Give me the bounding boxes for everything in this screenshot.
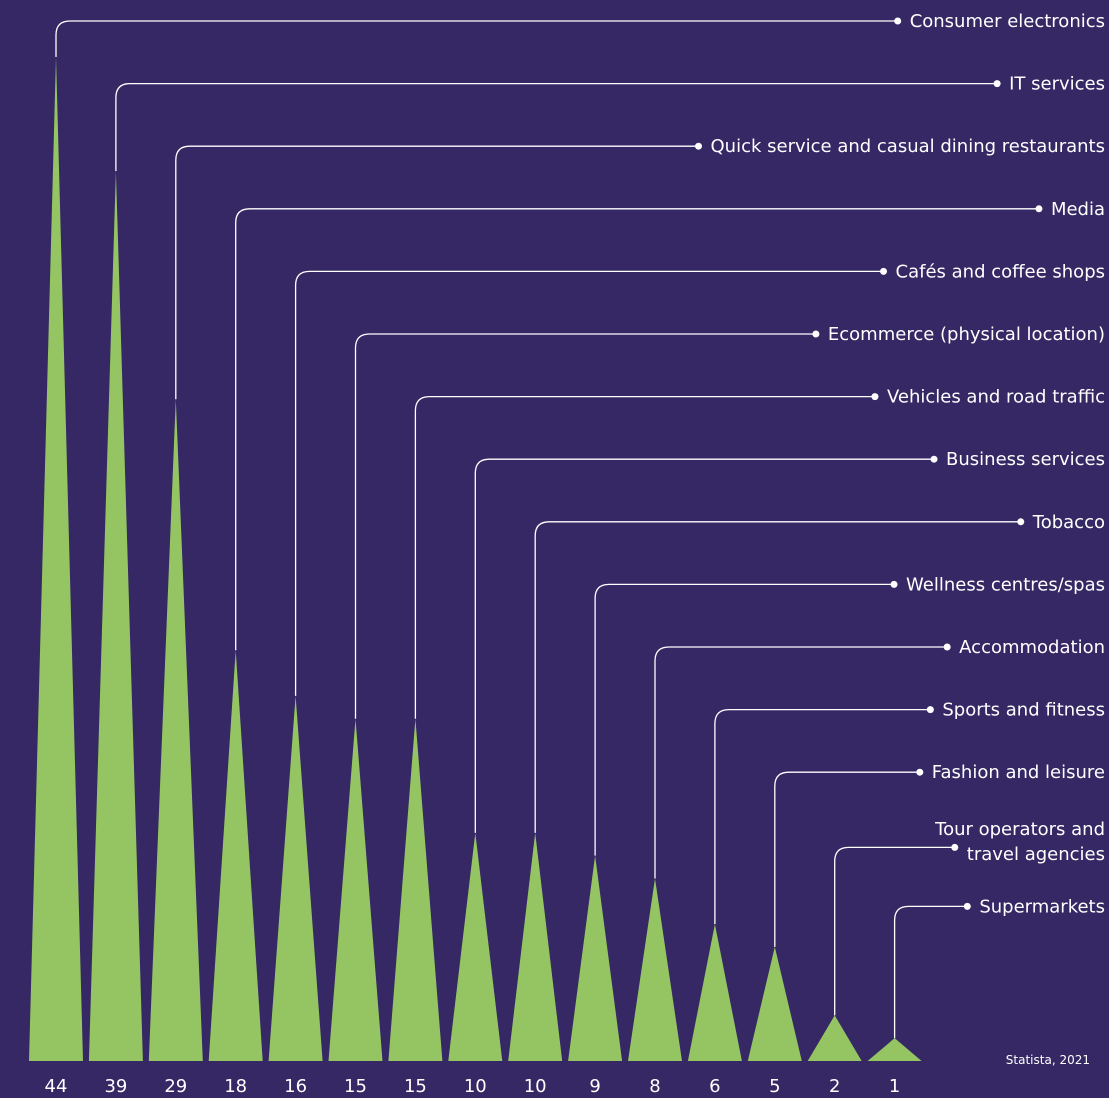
connector-dot-6 [812, 330, 820, 338]
connector-line-9 [534, 521, 1021, 833]
bar-14 [807, 1015, 862, 1061]
bar-11 [628, 878, 682, 1061]
category-label-6: Ecommerce (physical location) [828, 324, 1105, 345]
connector-line-15 [893, 905, 968, 1039]
category-label-13: Fashion and leisure [932, 762, 1105, 783]
labels-layer: Consumer electronics IT services Quick ser… [711, 11, 1106, 917]
connector-dot-12 [926, 706, 934, 714]
value-label-6: 15 [344, 1076, 367, 1097]
category-label-1: Consumer electronics [910, 11, 1105, 32]
value-label-2: 39 [104, 1076, 127, 1097]
connector-line-3 [175, 145, 699, 400]
connector-line-4 [235, 208, 1039, 651]
value-label-11: 8 [649, 1076, 660, 1097]
category-label-14: Tour operators and travel agencies [934, 819, 1105, 865]
category-label-9: Tobacco [1032, 512, 1105, 533]
connector-dot-7 [871, 393, 879, 401]
category-label-12: Sports and fitness [942, 700, 1105, 721]
category-label-10: Wellness centres/spas [906, 574, 1105, 595]
bar-9 [508, 832, 563, 1061]
value-label-9: 10 [524, 1076, 547, 1097]
connector-dot-9 [1017, 518, 1025, 526]
value-label-10: 9 [589, 1076, 600, 1097]
bar-10 [568, 855, 623, 1061]
bar-2 [88, 171, 143, 1061]
category-label-5: Cafés and coffee shops [896, 261, 1105, 282]
bar-6 [328, 718, 383, 1061]
connector-line-11 [654, 646, 948, 879]
connector-line-1 [55, 20, 898, 57]
category-label-2: IT services [1009, 74, 1105, 95]
connectors-layer [55, 17, 1043, 1039]
connector-line-14 [834, 846, 955, 1016]
connector-dot-10 [890, 580, 898, 588]
connector-line-6 [354, 333, 816, 719]
value-label-1: 44 [45, 1076, 68, 1097]
bars-layer [29, 57, 922, 1062]
bar-3 [148, 399, 203, 1062]
connector-line-2 [115, 82, 998, 172]
connector-dot-11 [943, 643, 951, 651]
category-label-3: Quick service and casual dining restaura… [711, 136, 1106, 157]
bar-7 [388, 718, 443, 1061]
value-label-15: 1 [889, 1076, 900, 1097]
value-label-5: 16 [284, 1076, 307, 1097]
bar-12 [687, 924, 742, 1061]
connector-dot-15 [963, 902, 971, 910]
value-label-14: 2 [829, 1076, 840, 1097]
connector-line-7 [414, 395, 875, 719]
bar-15 [867, 1038, 922, 1061]
category-label-7: Vehicles and road traffic [887, 387, 1105, 408]
connector-dot-14 [951, 843, 959, 851]
connector-dot-5 [880, 267, 888, 275]
connector-dot-2 [993, 80, 1001, 88]
source-label: Statista, 2021 [1006, 1053, 1090, 1067]
bar-1 [29, 57, 83, 1061]
category-label-4: Media [1051, 199, 1105, 220]
bar-8 [448, 832, 503, 1061]
values-layer: 44 39 29 18 16 15 15 10 10 9 8 6 5 2 1 [45, 1076, 901, 1097]
connector-dot-1 [894, 17, 902, 25]
value-label-13: 5 [769, 1076, 780, 1097]
connector-dot-8 [930, 455, 938, 463]
category-label-15: Supermarkets [979, 896, 1105, 917]
connector-line-13 [774, 771, 920, 947]
connector-line-5 [294, 270, 884, 696]
bar-13 [747, 946, 802, 1061]
connector-line-12 [714, 708, 931, 925]
value-label-12: 6 [709, 1076, 720, 1097]
connector-line-8 [474, 458, 935, 833]
value-label-3: 29 [164, 1076, 187, 1097]
category-label-11: Accommodation [959, 637, 1105, 658]
connector-line-10 [594, 583, 895, 856]
value-label-8: 10 [464, 1076, 487, 1097]
bar-4 [208, 650, 263, 1061]
category-label-8: Business services [946, 449, 1105, 470]
connector-dot-3 [695, 142, 702, 150]
connector-dot-4 [1035, 205, 1043, 213]
value-label-4: 18 [224, 1076, 247, 1097]
value-label-7: 15 [404, 1076, 427, 1097]
connector-dot-13 [916, 768, 924, 776]
bar-5 [268, 695, 323, 1061]
